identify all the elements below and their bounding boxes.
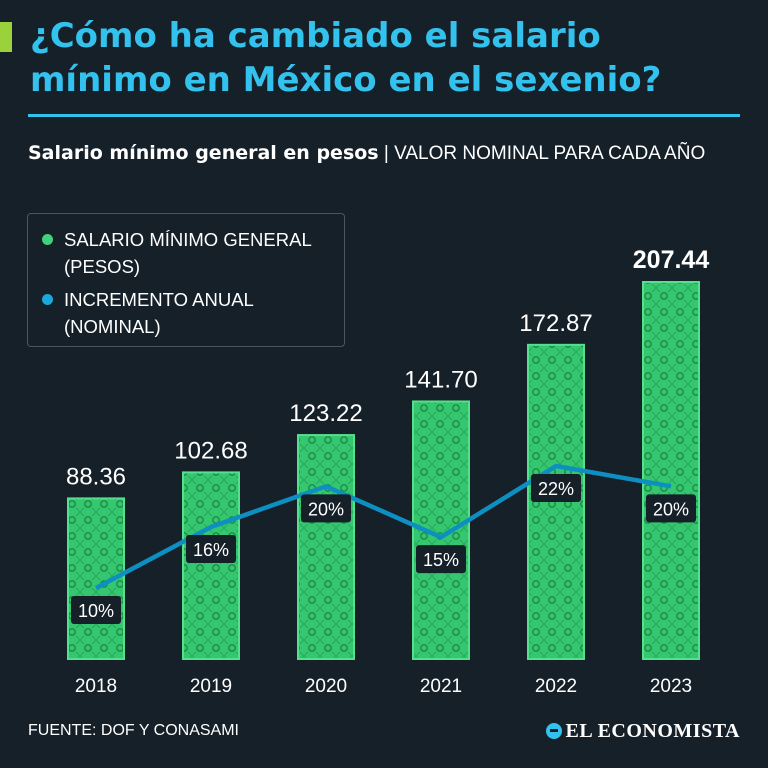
percent-label-2022: 22%: [538, 479, 574, 499]
accent-bar: [0, 22, 12, 52]
bar-value-label-2020: 123.22: [289, 400, 362, 427]
increase-point-2023: 20%: [646, 494, 696, 523]
bar-value-label-2018: 88.36: [66, 463, 126, 490]
percent-badge: [301, 494, 351, 523]
bar-value-label-2022: 172.87: [519, 310, 592, 337]
x-tick-label-2019: 2019: [190, 676, 232, 697]
x-tick-label-2023: 2023: [650, 676, 692, 697]
percent-label-2023: 20%: [653, 499, 689, 519]
blue-dot-icon: [42, 294, 53, 305]
logo-text: EL ECONOMISTA: [565, 720, 740, 742]
brand-logo[interactable]: EL ECONOMISTA: [545, 720, 741, 743]
x-tick-label-2020: 2020: [305, 676, 347, 697]
percent-badge: [646, 494, 696, 523]
bar-value-label-2021: 141.70: [404, 366, 477, 393]
increase-point-2022: 22%: [531, 474, 581, 502]
increase-point-2020: 20%: [301, 494, 351, 523]
percent-label-2018: 10%: [78, 601, 114, 621]
page-title: ¿Cómo ha cambiado el salario mínimo en M…: [30, 16, 662, 100]
increase-point-2021: 15%: [416, 545, 466, 574]
green-dot-icon: [42, 234, 53, 245]
bar-2020: [297, 434, 355, 661]
legend-label-salary: SALARIO MÍNIMO GENERAL (PESOS): [64, 229, 312, 277]
x-tick-label-2022: 2022: [535, 676, 577, 697]
percent-label-2020: 20%: [308, 499, 344, 519]
bar-value-label-2019: 102.68: [174, 437, 247, 464]
percent-badge: [416, 545, 466, 574]
percent-label-2021: 15%: [423, 550, 459, 570]
x-tick-label-2018: 2018: [75, 676, 117, 697]
percent-badge: [531, 474, 581, 502]
subtitle-bold: Salario mínimo general en pesos: [28, 142, 379, 164]
increase-point-2019: 16%: [186, 535, 236, 563]
logo-icon: [545, 723, 562, 739]
percent-badge: [186, 535, 236, 563]
percent-label-2019: 16%: [193, 540, 229, 560]
legend-box: SALARIO MÍNIMO GENERAL (PESOS) INCREMENT…: [27, 213, 345, 347]
title-divider: [28, 114, 740, 117]
source-note: FUENTE: DOF Y CONASAMI: [28, 722, 239, 739]
bar-2023: [642, 281, 700, 660]
bar-2019: [182, 471, 240, 660]
percent-badge: [71, 596, 121, 624]
x-tick-label-2021: 2021: [420, 676, 462, 697]
bar-value-label-2023: 207.44: [633, 246, 710, 274]
legend-label-increase: INCREMENTO ANUAL (NOMINAL): [64, 289, 254, 337]
subtitle-light: | VALOR NOMINAL PARA CADA AÑO: [378, 143, 706, 164]
chart-subtitle: Salario mínimo general en pesos | VALOR …: [28, 137, 728, 170]
increase-point-2018: 10%: [71, 596, 121, 624]
